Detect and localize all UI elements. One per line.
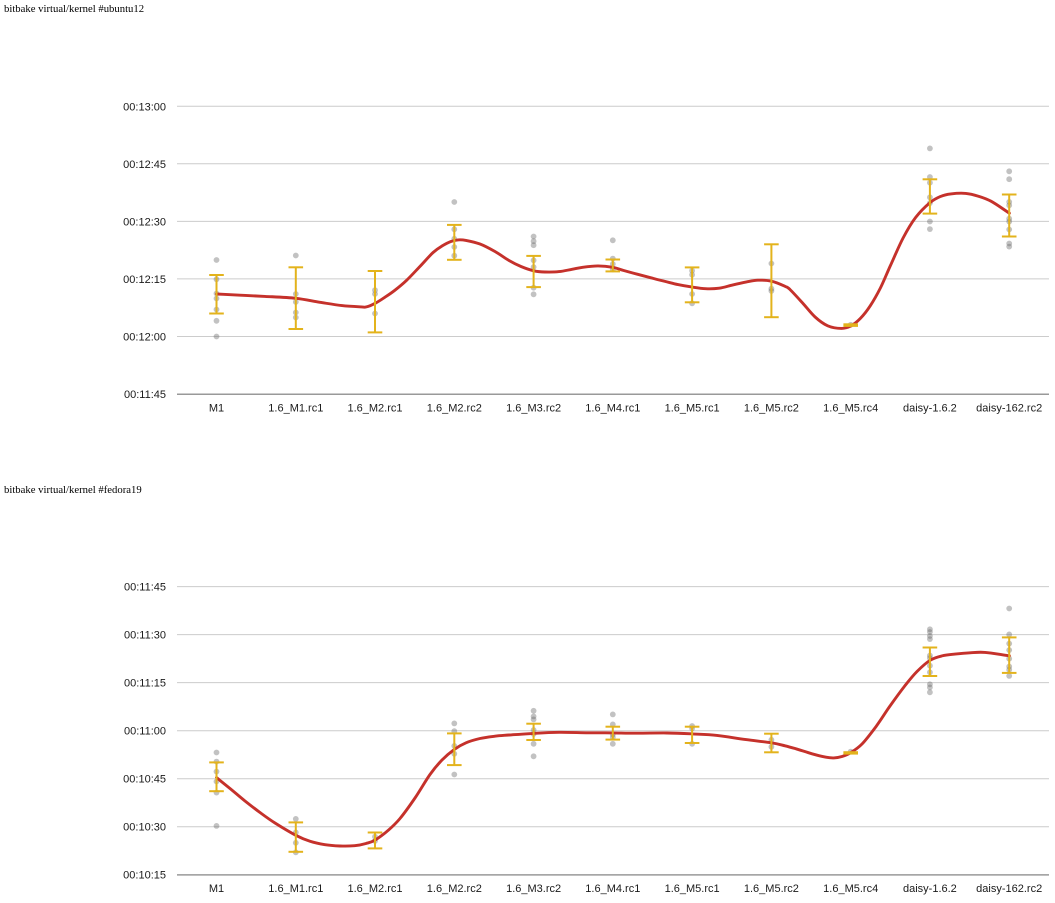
svg-text:00:12:30: 00:12:30 bbox=[123, 216, 166, 228]
svg-text:1.6_M5.rc2: 1.6_M5.rc2 bbox=[744, 403, 799, 415]
svg-text:1.6_M2.rc2: 1.6_M2.rc2 bbox=[427, 883, 482, 895]
svg-text:daisy-162.rc2: daisy-162.rc2 bbox=[976, 883, 1042, 895]
svg-text:1.6_M5.rc4: 1.6_M5.rc4 bbox=[823, 883, 878, 895]
svg-text:daisy-162.rc2: daisy-162.rc2 bbox=[976, 403, 1042, 415]
svg-text:00:10:30: 00:10:30 bbox=[123, 822, 166, 834]
svg-text:00:11:45: 00:11:45 bbox=[124, 389, 166, 401]
svg-text:00:11:15: 00:11:15 bbox=[124, 678, 166, 690]
svg-text:00:11:30: 00:11:30 bbox=[124, 630, 166, 642]
svg-text:1.6_M1.rc1: 1.6_M1.rc1 bbox=[268, 883, 323, 895]
svg-text:1.6_M3.rc2: 1.6_M3.rc2 bbox=[506, 403, 561, 415]
svg-text:1.6_M5.rc1: 1.6_M5.rc1 bbox=[665, 403, 720, 415]
svg-text:1.6_M5.rc2: 1.6_M5.rc2 bbox=[744, 883, 799, 895]
svg-text:00:11:00: 00:11:00 bbox=[124, 726, 166, 738]
svg-text:00:10:45: 00:10:45 bbox=[123, 774, 166, 786]
svg-text:00:12:15: 00:12:15 bbox=[123, 274, 166, 286]
svg-text:1.6_M4.rc1: 1.6_M4.rc1 bbox=[585, 883, 640, 895]
svg-text:daisy-1.6.2: daisy-1.6.2 bbox=[903, 883, 957, 895]
svg-text:1.6_M2.rc2: 1.6_M2.rc2 bbox=[427, 403, 482, 415]
svg-text:1.6_M4.rc1: 1.6_M4.rc1 bbox=[585, 403, 640, 415]
svg-text:1.6_M5.rc1: 1.6_M5.rc1 bbox=[665, 883, 720, 895]
svg-text:00:10:15: 00:10:15 bbox=[123, 870, 166, 882]
svg-text:M1: M1 bbox=[209, 403, 224, 415]
svg-text:1.6_M3.rc2: 1.6_M3.rc2 bbox=[506, 883, 561, 895]
svg-text:1.6_M2.rc1: 1.6_M2.rc1 bbox=[347, 403, 402, 415]
svg-text:00:12:00: 00:12:00 bbox=[123, 332, 166, 344]
svg-text:daisy-1.6.2: daisy-1.6.2 bbox=[903, 403, 957, 415]
svg-text:00:13:00: 00:13:00 bbox=[123, 101, 166, 113]
svg-text:00:11:45: 00:11:45 bbox=[124, 582, 166, 594]
svg-text:M1: M1 bbox=[209, 883, 224, 895]
svg-text:1.6_M5.rc4: 1.6_M5.rc4 bbox=[823, 403, 878, 415]
svg-text:1.6_M1.rc1: 1.6_M1.rc1 bbox=[268, 403, 323, 415]
svg-text:1.6_M2.rc1: 1.6_M2.rc1 bbox=[347, 883, 402, 895]
svg-text:00:12:45: 00:12:45 bbox=[123, 159, 166, 171]
